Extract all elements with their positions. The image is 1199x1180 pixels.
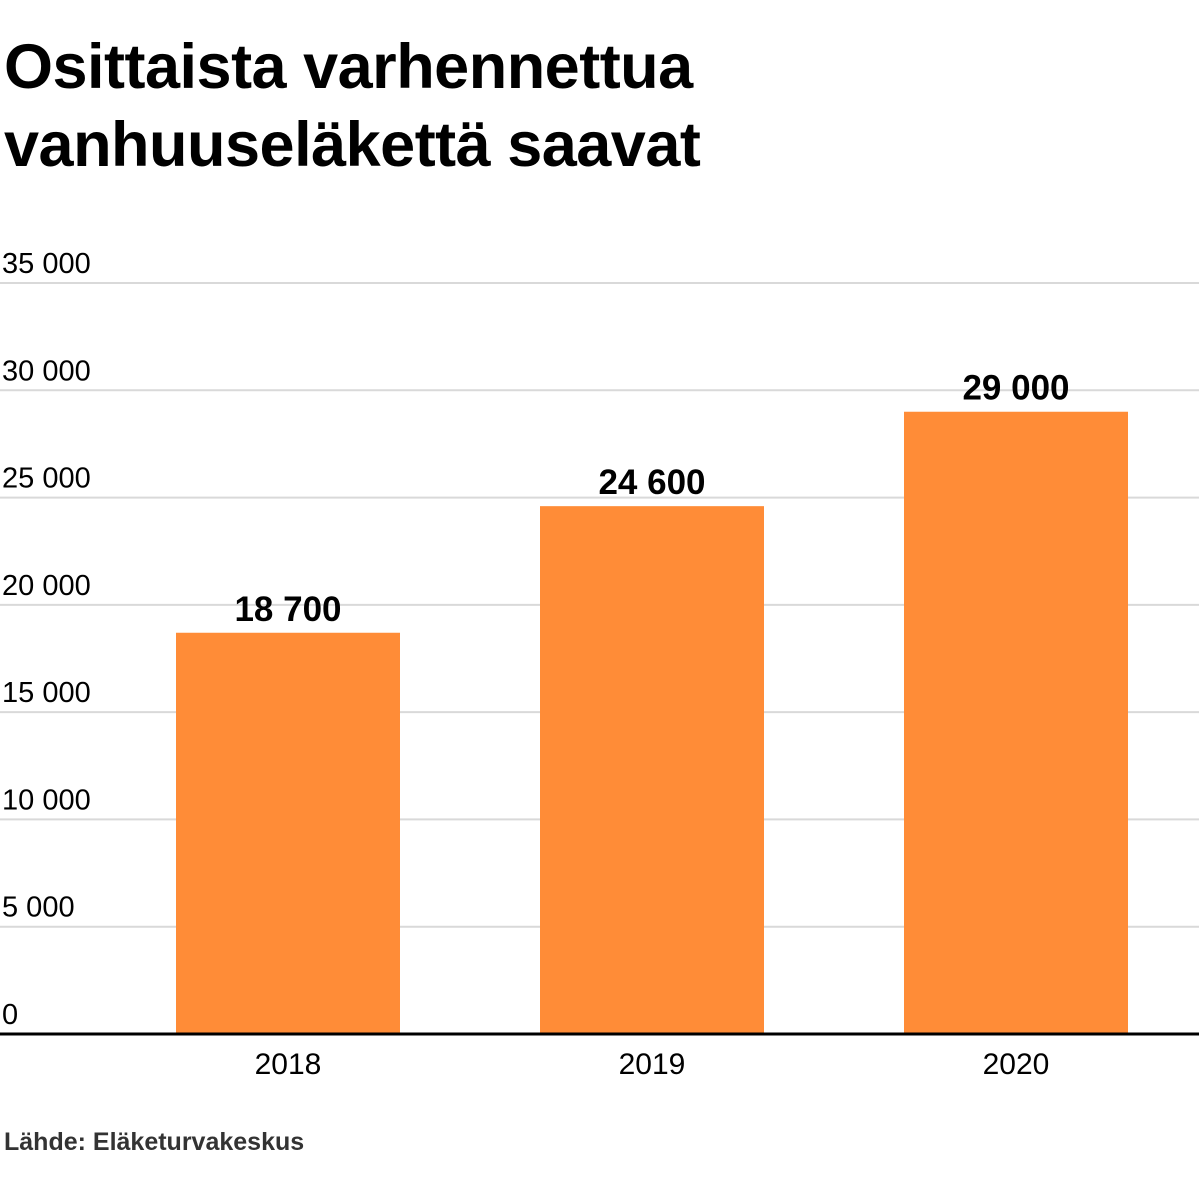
bars: [176, 411, 1128, 1034]
y-axis-tick-labels: 0 5 000 10 000 15 000 20 000 25 000 30 000 35 0…: [2, 248, 91, 1031]
bar-value-labels: 18 700 24 600 29 000: [234, 369, 1069, 629]
source-note: Lähde: Eläketurvakeskus: [4, 1128, 305, 1156]
chart-title: Osittaista varhennettua vanhuuseläkettä …: [4, 28, 1154, 184]
bar-value-label: 29 000: [962, 369, 1069, 408]
bar-2018: [176, 632, 400, 1034]
y-tick-label: 10 000: [2, 784, 91, 816]
y-tick-label: 15 000: [2, 677, 91, 709]
y-tick-label: 30 000: [2, 355, 91, 387]
y-tick-label: 5 000: [2, 892, 75, 924]
bar-value-label: 18 700: [234, 590, 341, 629]
bar-chart: 0 5 000 10 000 15 000 20 000 25 000 30 000 35 0…: [0, 248, 1199, 1081]
chart-title-line-2: vanhuuseläkettä saavat: [4, 110, 701, 180]
x-tick-label: 2019: [619, 1048, 686, 1081]
x-axis-tick-labels: 2018 2019 2020: [255, 1048, 1050, 1081]
y-tick-label: 20 000: [2, 570, 91, 602]
bar-2019: [540, 506, 764, 1034]
x-tick-label: 2018: [255, 1048, 322, 1081]
chart-title-line-1: Osittaista varhennettua: [4, 32, 693, 102]
bar-value-label: 24 600: [598, 463, 705, 502]
bar-2020: [904, 411, 1128, 1034]
x-tick-label: 2020: [983, 1048, 1050, 1081]
y-tick-label: 35 000: [2, 248, 91, 280]
y-tick-label: 25 000: [2, 463, 91, 495]
y-tick-label: 0: [2, 999, 18, 1031]
